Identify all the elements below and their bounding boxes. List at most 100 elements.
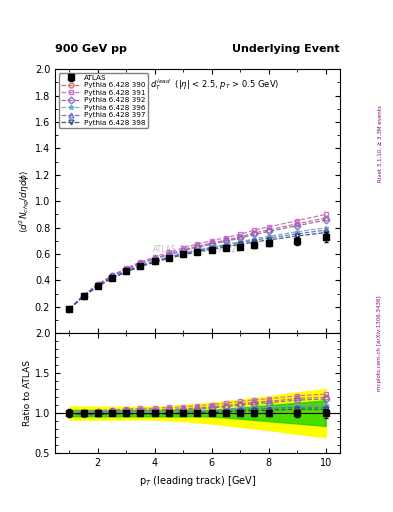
Pythia 6.428 397 — [167, 254, 171, 261]
Pythia 6.428 391 — [181, 245, 185, 251]
Pythia 6.428 390 — [138, 260, 143, 266]
Pythia 6.428 392 — [138, 261, 143, 267]
Pythia 6.428 392 — [81, 292, 86, 298]
Pythia 6.428 391 — [323, 211, 328, 218]
Y-axis label: $\langle d^2 N_{chg}/d\eta d\phi \rangle$: $\langle d^2 N_{chg}/d\eta d\phi \rangle… — [18, 169, 32, 233]
Pythia 6.428 392 — [209, 241, 214, 247]
Pythia 6.428 391 — [195, 241, 200, 247]
Text: ATLAS_2010_S8894728: ATLAS_2010_S8894728 — [153, 244, 242, 253]
Pythia 6.428 397 — [238, 240, 242, 246]
Pythia 6.428 390 — [238, 233, 242, 240]
X-axis label: p$_T$ (leading track) [GeV]: p$_T$ (leading track) [GeV] — [139, 474, 256, 487]
Pythia 6.428 398 — [95, 283, 100, 289]
Pythia 6.428 397 — [67, 306, 72, 312]
Line: Pythia 6.428 391: Pythia 6.428 391 — [67, 212, 328, 311]
Pythia 6.428 391 — [238, 231, 242, 237]
Pythia 6.428 396 — [167, 254, 171, 260]
Pythia 6.428 391 — [252, 227, 257, 233]
Pythia 6.428 396 — [195, 247, 200, 253]
Pythia 6.428 390 — [266, 227, 271, 233]
Pythia 6.428 398 — [238, 241, 242, 247]
Pythia 6.428 396 — [81, 293, 86, 299]
Pythia 6.428 397 — [110, 274, 114, 281]
Pythia 6.428 396 — [95, 283, 100, 289]
Pythia 6.428 397 — [252, 237, 257, 243]
Pythia 6.428 392 — [295, 223, 299, 229]
Line: Pythia 6.428 398: Pythia 6.428 398 — [67, 230, 328, 311]
Pythia 6.428 396 — [252, 236, 257, 242]
Pythia 6.428 392 — [238, 235, 242, 241]
Legend: ATLAS, Pythia 6.428 390, Pythia 6.428 391, Pythia 6.428 392, Pythia 6.428 396, P: ATLAS, Pythia 6.428 390, Pythia 6.428 39… — [59, 73, 148, 128]
Pythia 6.428 397 — [209, 245, 214, 251]
Pythia 6.428 398 — [209, 246, 214, 252]
Pythia 6.428 398 — [138, 263, 143, 269]
Pythia 6.428 392 — [224, 238, 228, 244]
Pythia 6.428 398 — [81, 293, 86, 300]
Pythia 6.428 396 — [209, 244, 214, 250]
Pythia 6.428 390 — [209, 240, 214, 246]
Pythia 6.428 391 — [167, 249, 171, 255]
Pythia 6.428 391 — [138, 259, 143, 265]
Pythia 6.428 390 — [81, 292, 86, 298]
Pythia 6.428 391 — [266, 224, 271, 230]
Pythia 6.428 392 — [152, 256, 157, 262]
Pythia 6.428 398 — [266, 237, 271, 243]
Pythia 6.428 390 — [110, 273, 114, 279]
Pythia 6.428 397 — [81, 293, 86, 299]
Line: Pythia 6.428 390: Pythia 6.428 390 — [67, 216, 328, 311]
Line: Pythia 6.428 392: Pythia 6.428 392 — [67, 218, 328, 311]
Pythia 6.428 398 — [124, 269, 129, 275]
Pythia 6.428 392 — [67, 306, 72, 312]
Pythia 6.428 398 — [195, 249, 200, 255]
Pythia 6.428 390 — [124, 266, 129, 272]
Pythia 6.428 396 — [67, 306, 72, 312]
Pythia 6.428 390 — [323, 215, 328, 221]
Pythia 6.428 396 — [138, 262, 143, 268]
Pythia 6.428 392 — [124, 267, 129, 273]
Pythia 6.428 390 — [224, 237, 228, 243]
Pythia 6.428 392 — [195, 244, 200, 250]
Pythia 6.428 391 — [110, 272, 114, 279]
Pythia 6.428 392 — [181, 248, 185, 254]
Pythia 6.428 398 — [67, 306, 72, 312]
Pythia 6.428 391 — [209, 238, 214, 244]
Pythia 6.428 397 — [124, 268, 129, 274]
Pythia 6.428 397 — [295, 231, 299, 237]
Pythia 6.428 392 — [110, 273, 114, 280]
Pythia 6.428 391 — [295, 218, 299, 224]
Text: $\langle N_{ch}\rangle$ vs $d_T^{lead}$  (|$\eta$| < 2.5, $p_T$ > 0.5 GeV): $\langle N_{ch}\rangle$ vs $d_T^{lead}$ … — [116, 77, 279, 92]
Pythia 6.428 396 — [323, 225, 328, 231]
Pythia 6.428 396 — [295, 229, 299, 235]
Pythia 6.428 391 — [224, 234, 228, 241]
Y-axis label: Ratio to ATLAS: Ratio to ATLAS — [23, 360, 32, 426]
Pythia 6.428 397 — [266, 235, 271, 241]
Pythia 6.428 390 — [152, 255, 157, 261]
Pythia 6.428 396 — [110, 274, 114, 281]
Pythia 6.428 397 — [95, 283, 100, 289]
Pythia 6.428 391 — [81, 292, 86, 298]
Text: Underlying Event: Underlying Event — [232, 44, 340, 54]
Pythia 6.428 390 — [67, 306, 72, 312]
Pythia 6.428 398 — [167, 255, 171, 261]
Pythia 6.428 398 — [295, 233, 299, 239]
Pythia 6.428 392 — [252, 231, 257, 238]
Pythia 6.428 397 — [195, 247, 200, 253]
Pythia 6.428 390 — [195, 243, 200, 249]
Pythia 6.428 396 — [152, 258, 157, 264]
Pythia 6.428 391 — [124, 265, 129, 271]
Pythia 6.428 391 — [67, 306, 72, 312]
Pythia 6.428 390 — [295, 221, 299, 227]
Line: Pythia 6.428 397: Pythia 6.428 397 — [67, 228, 328, 311]
Pythia 6.428 392 — [95, 282, 100, 288]
Text: mcplots.cern.ch [arXiv:1306.3436]: mcplots.cern.ch [arXiv:1306.3436] — [377, 295, 382, 391]
Pythia 6.428 398 — [323, 229, 328, 236]
Pythia 6.428 396 — [238, 239, 242, 245]
Pythia 6.428 396 — [181, 250, 185, 256]
Pythia 6.428 396 — [266, 233, 271, 240]
Pythia 6.428 390 — [252, 230, 257, 236]
Pythia 6.428 398 — [252, 239, 257, 245]
Pythia 6.428 392 — [167, 251, 171, 258]
Pythia 6.428 398 — [224, 244, 228, 250]
Pythia 6.428 398 — [152, 259, 157, 265]
Pythia 6.428 397 — [224, 242, 228, 248]
